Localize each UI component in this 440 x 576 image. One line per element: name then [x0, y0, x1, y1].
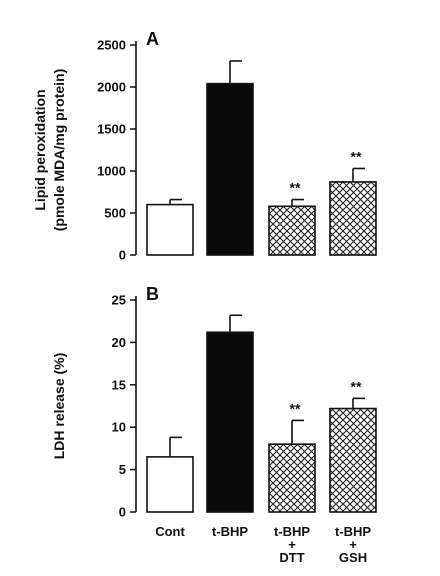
category-label: t-BHP — [212, 524, 248, 539]
category-label: t-BHP — [274, 524, 310, 539]
panel-label: B — [146, 284, 159, 304]
y-tick-label: 500 — [104, 206, 126, 221]
bar — [146, 456, 194, 513]
y-tick-label: 1000 — [97, 164, 126, 179]
bar — [206, 331, 254, 513]
bar — [268, 443, 316, 513]
significance-marker: ** — [290, 180, 301, 196]
y-tick-label: 5 — [119, 462, 126, 477]
category-label: GSH — [339, 550, 367, 565]
category-label: DTT — [279, 550, 304, 565]
category-label: + — [288, 537, 296, 552]
bar — [329, 181, 377, 256]
category-label: t-BHP — [335, 524, 371, 539]
bar — [146, 203, 194, 256]
y-tick-label: 1500 — [97, 122, 126, 137]
y-tick-label: 2500 — [97, 38, 126, 53]
y-axis-title: (pmole MDA/mg protein) — [51, 69, 67, 232]
category-label: + — [349, 537, 357, 552]
bar — [329, 407, 377, 513]
bar — [206, 82, 254, 256]
significance-marker: ** — [351, 378, 362, 394]
y-axis-title: LDH release (%) — [51, 353, 67, 460]
y-tick-label: 0 — [119, 248, 126, 263]
y-tick-label: 0 — [119, 505, 126, 520]
panel-label: A — [146, 29, 159, 49]
y-tick-label: 15 — [112, 377, 126, 392]
significance-marker: ** — [290, 400, 301, 416]
significance-marker: ** — [351, 148, 362, 164]
y-tick-label: 2000 — [97, 80, 126, 95]
y-tick-label: 10 — [112, 420, 126, 435]
category-label: Cont — [155, 524, 185, 539]
y-tick-label: 25 — [112, 293, 126, 308]
y-tick-label: 20 — [112, 335, 126, 350]
y-axis-title: Lipid peroxidation — [32, 89, 48, 210]
bar — [268, 205, 316, 256]
